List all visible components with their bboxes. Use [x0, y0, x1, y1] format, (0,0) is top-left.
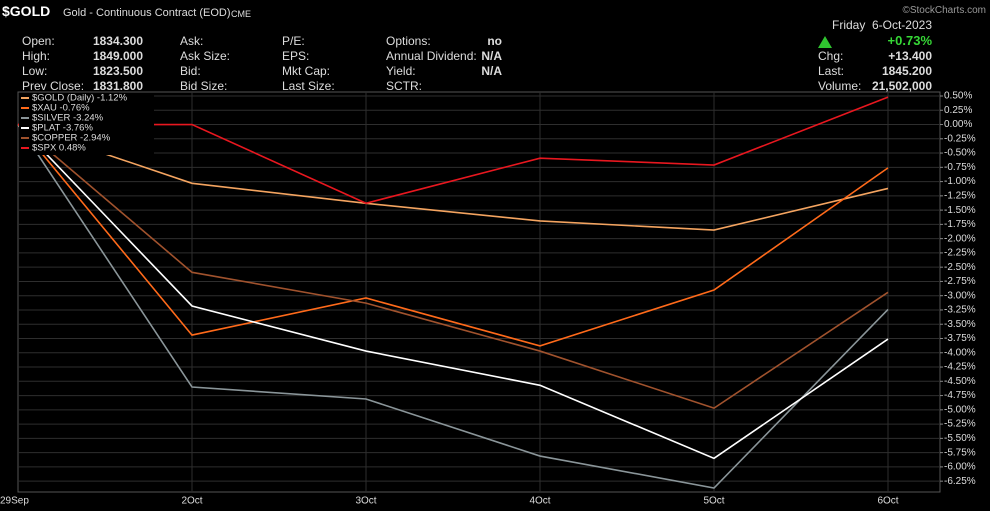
quote-label: Chg: — [818, 49, 844, 63]
change-pct: +0.73% — [887, 33, 932, 48]
quote-value: 1849.000 — [92, 49, 143, 63]
y-tick-label: -1.25% — [944, 190, 976, 201]
legend-label: $SPX 0.48% — [32, 143, 86, 154]
y-tick-label: -2.00% — [944, 233, 976, 244]
y-tick-label: -4.75% — [944, 390, 976, 401]
y-tick-label: -4.25% — [944, 362, 976, 373]
x-tick-label: 2Oct — [181, 496, 202, 507]
y-tick-label: -3.75% — [944, 333, 976, 344]
plot-area — [17, 91, 941, 493]
x-tick-label: 6Oct — [877, 496, 898, 507]
legend-label: $COPPER -2.94% — [32, 133, 111, 144]
quote-label: Prev Close: — [22, 79, 85, 93]
y-tick-label: -2.25% — [944, 248, 976, 259]
y-tick-label: -3.50% — [944, 319, 976, 330]
series-line — [17, 123, 889, 410]
legend-label: $SILVER -3.24% — [32, 113, 104, 124]
y-tick-label: -6.00% — [944, 462, 976, 473]
quote-label: Open: — [22, 34, 55, 48]
date: 6-Oct-2023 — [871, 18, 932, 32]
series-line — [17, 124, 889, 489]
y-tick-label: -3.25% — [944, 305, 976, 316]
series-line — [17, 123, 889, 231]
series-line — [17, 124, 889, 347]
legend-label: $GOLD (Daily) -1.12% — [32, 93, 128, 104]
symbol: $GOLD — [2, 3, 51, 19]
quote-value: 1845.200 — [881, 64, 932, 78]
series-line — [18, 96, 889, 205]
exchange: CME — [231, 9, 251, 19]
quote-label: Volume: — [818, 79, 862, 93]
quote-label: SCTR: — [386, 79, 422, 93]
legend-label: $PLAT -3.76% — [32, 123, 93, 134]
y-tick-label: -5.00% — [944, 404, 976, 415]
y-tick-label: -2.75% — [944, 276, 976, 287]
x-tick-label: 4Oct — [529, 496, 550, 507]
y-tick-label: -4.50% — [944, 376, 976, 387]
quote-value: N/A — [481, 49, 502, 63]
y-tick-label: -0.25% — [944, 133, 976, 144]
quote-value: 1823.500 — [92, 64, 143, 78]
x-tick-label: 3Oct — [355, 496, 376, 507]
up-arrow — [818, 36, 832, 48]
y-tick-label: -6.25% — [944, 476, 976, 487]
y-tick-label: -2.50% — [944, 262, 976, 273]
y-tick-label: -0.75% — [944, 162, 976, 173]
quote-label: Low: — [22, 64, 48, 78]
y-tick-label: -5.25% — [944, 419, 976, 430]
y-tick-label: -5.50% — [944, 433, 976, 444]
quote-label: Bid: — [180, 64, 201, 78]
description: Gold - Continuous Contract (EOD) — [63, 7, 231, 19]
watermark: ©StockCharts.com — [902, 5, 986, 16]
quote-label: Ask Size: — [180, 49, 231, 63]
y-tick-label: -0.50% — [944, 148, 976, 159]
series-line — [17, 123, 889, 460]
y-tick-label: 0.00% — [944, 119, 972, 130]
quote-value: no — [487, 34, 502, 48]
weekday: Friday — [832, 18, 866, 32]
y-tick-label: -4.00% — [944, 347, 976, 358]
y-tick-label: -1.00% — [944, 176, 976, 187]
legend-label: $XAU -0.76% — [32, 103, 90, 114]
quote-label: Last Size: — [282, 79, 335, 93]
legend-bg — [19, 93, 154, 155]
quote-label: Options: — [386, 34, 431, 48]
quote-label: Ask: — [180, 34, 204, 48]
quote-label: Mkt Cap: — [282, 64, 331, 78]
y-tick-label: -1.50% — [944, 205, 976, 216]
x-tick-label: 5Oct — [703, 496, 724, 507]
quote-value: +13.400 — [888, 49, 932, 63]
quote-value: N/A — [481, 64, 502, 78]
y-tick-label: -5.75% — [944, 447, 976, 458]
quote-label: Last: — [818, 64, 845, 78]
quote-label: Yield: — [386, 64, 416, 78]
quote-value: 21,502,000 — [871, 79, 932, 93]
quote-label: P/E: — [282, 34, 305, 48]
quote-label: High: — [22, 49, 51, 63]
y-tick-label: -1.75% — [944, 219, 976, 230]
quote-value: 1831.800 — [92, 79, 143, 93]
x-tick-label: 29Sep — [0, 496, 29, 507]
y-tick-label: -3.00% — [944, 290, 976, 301]
y-tick-label: 0.25% — [944, 105, 972, 116]
quote-label: Bid Size: — [180, 79, 228, 93]
quote-value: 1834.300 — [92, 34, 143, 48]
y-tick-label: 0.50% — [944, 91, 972, 102]
quote-label: EPS: — [282, 49, 310, 63]
quote-label: Annual Dividend: — [386, 49, 477, 63]
